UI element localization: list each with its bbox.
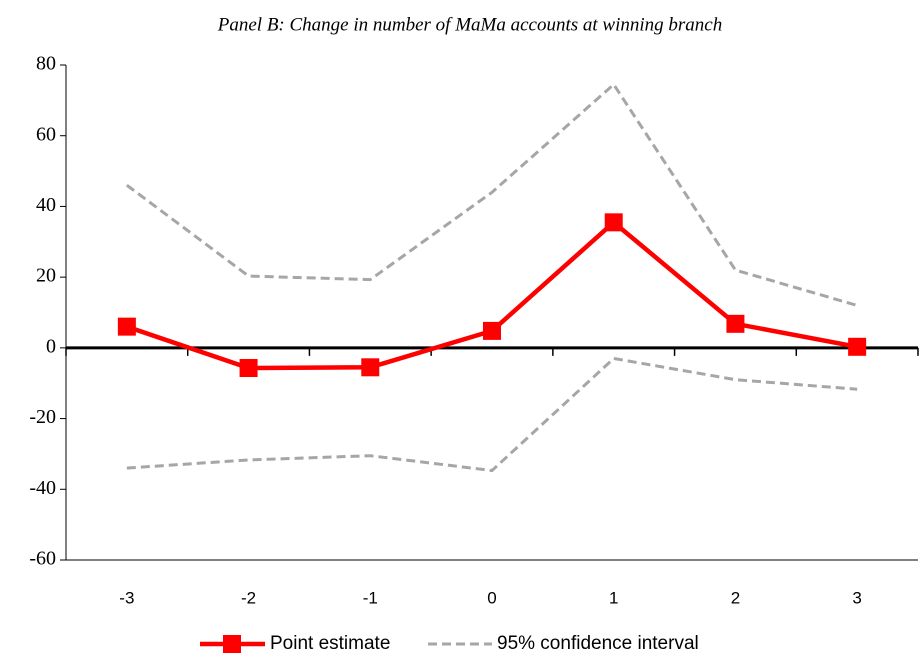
y-tick-label: 60 — [36, 123, 56, 145]
series-line — [126, 219, 858, 371]
y-tick-label: -40 — [29, 477, 56, 499]
y-tick-label: -20 — [29, 406, 56, 428]
point-marker — [848, 337, 867, 356]
x-tick-label: -1 — [363, 588, 378, 607]
legend-label: Point estimate — [270, 633, 390, 654]
point-marker — [726, 314, 745, 333]
point-marker — [604, 213, 623, 232]
x-tick-label: -3 — [119, 588, 134, 607]
legend-label: 95% confidence interval — [497, 633, 699, 654]
chart-title: Panel B: Change in number of MaMa accoun… — [217, 14, 723, 35]
y-tick-label: -60 — [29, 548, 56, 570]
point-marker — [361, 358, 380, 377]
y-tick-label: 80 — [36, 53, 56, 75]
x-tick-label: 3 — [852, 588, 861, 607]
x-tick-label: -2 — [241, 588, 256, 607]
ci-upper-line — [125, 82, 858, 307]
point-marker — [483, 321, 501, 340]
point-marker — [239, 359, 258, 378]
x-tick-label: 0 — [487, 588, 496, 607]
x-tick-label: 2 — [731, 588, 740, 607]
y-tick-label: 20 — [36, 265, 56, 287]
point-marker — [117, 317, 136, 336]
x-tick-label: 1 — [609, 588, 618, 607]
legend-marker — [223, 635, 241, 653]
y-tick-label: 0 — [46, 335, 56, 357]
y-tick-label: 40 — [36, 194, 56, 216]
ci-lower-line — [126, 356, 858, 473]
